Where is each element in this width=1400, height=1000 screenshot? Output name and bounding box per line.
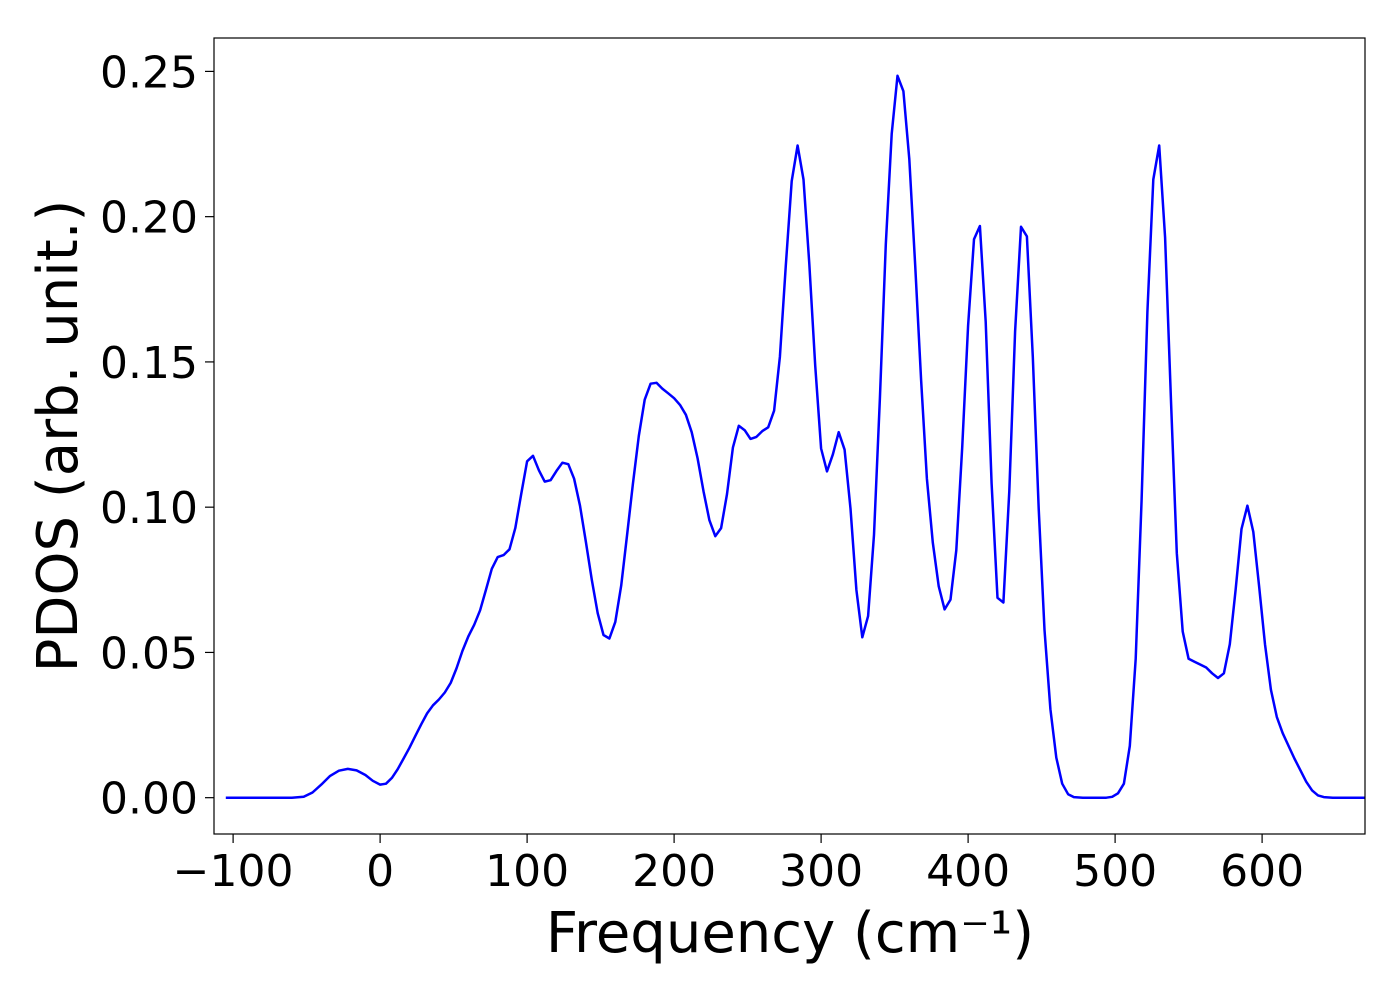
x-tick-label: 400 bbox=[926, 846, 1010, 897]
x-tick-label: 100 bbox=[485, 846, 569, 897]
y-tick-label: 0.20 bbox=[100, 193, 198, 244]
x-axis-label: Frequency (cm⁻¹) bbox=[546, 901, 1034, 966]
y-tick-label: 0.15 bbox=[100, 338, 198, 389]
x-tick-label: 200 bbox=[632, 846, 716, 897]
plot-background bbox=[214, 38, 1365, 834]
y-axis-label: PDOS (arb. unit.) bbox=[26, 200, 91, 673]
y-tick-label: 0.10 bbox=[100, 483, 198, 534]
y-tick-label: 0.00 bbox=[100, 774, 198, 825]
y-tick-label: 0.05 bbox=[100, 628, 198, 679]
x-tick-label: 600 bbox=[1220, 846, 1304, 897]
x-tick-label: 0 bbox=[366, 846, 394, 897]
x-tick-label: 300 bbox=[779, 846, 863, 897]
y-tick-label: 0.25 bbox=[100, 47, 198, 98]
plot-frame bbox=[213, 37, 1366, 835]
x-tick-label: −100 bbox=[173, 846, 294, 897]
axis-ticks: −100 0 100 200 300 400 500 600 0.00 0.05 0.10 0.15 0… bbox=[100, 47, 1304, 897]
pdos-series-line bbox=[225, 74, 1365, 799]
x-tick-label: 500 bbox=[1073, 846, 1157, 897]
